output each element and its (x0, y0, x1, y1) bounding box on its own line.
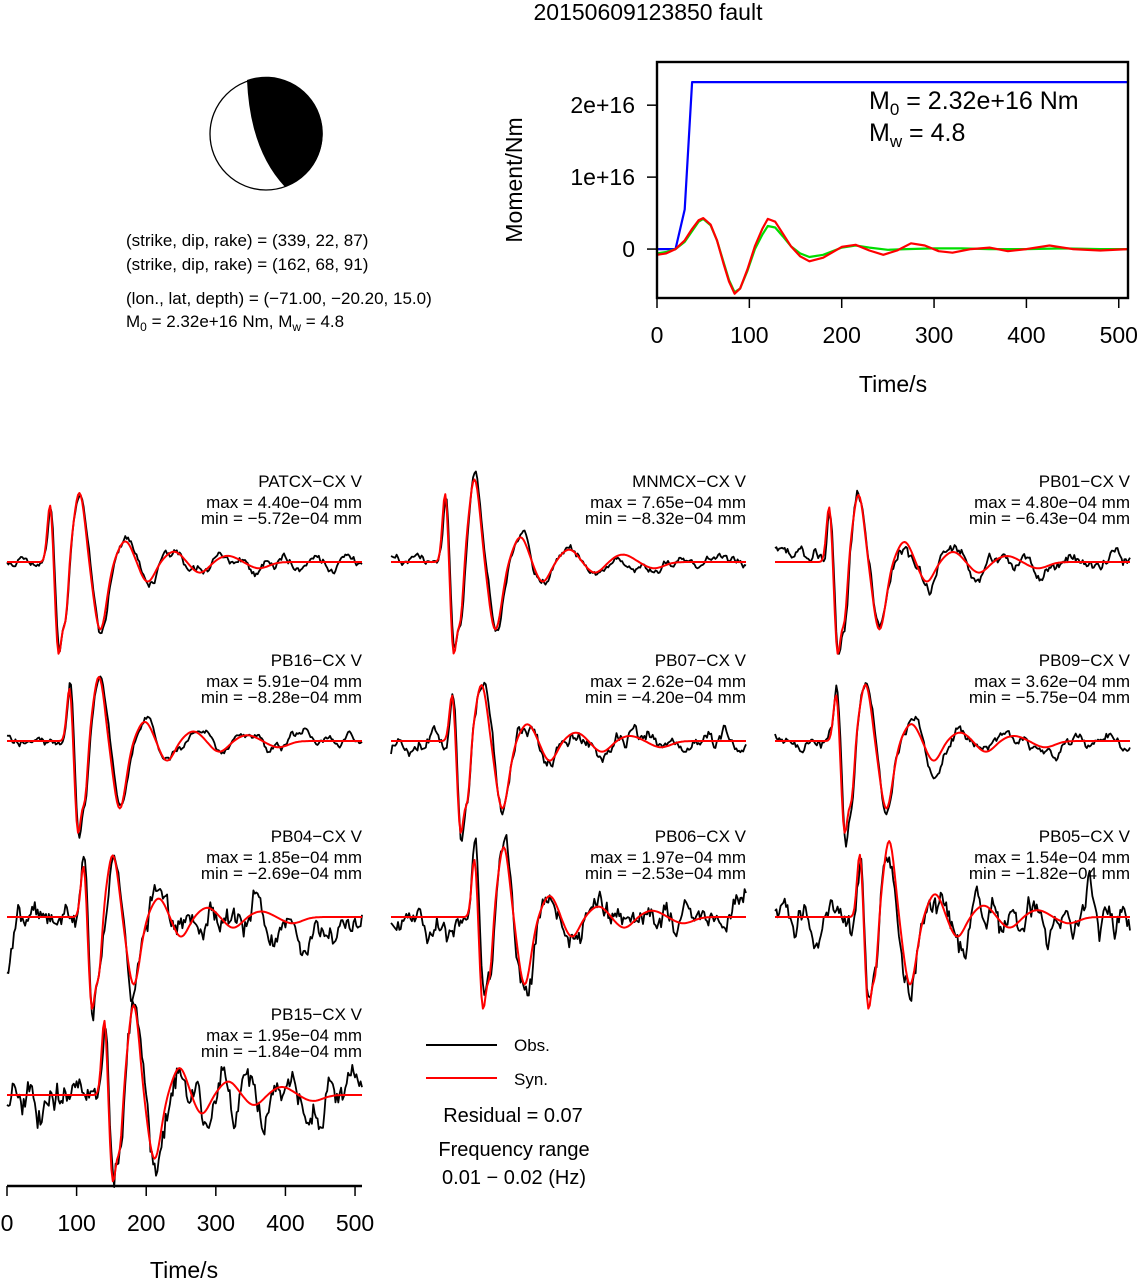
frequency-range-label: Frequency range (438, 1139, 589, 1161)
nodal-plane-2: (strike, dip, rake) = (162, 68, 91) (126, 255, 368, 274)
station-name: PB09−CX V (1039, 651, 1131, 670)
waveform-x-tick-label: 100 (57, 1210, 95, 1236)
synthetic-trace (7, 492, 362, 655)
station-max: max = 1.54e−04 mm (974, 848, 1130, 867)
waveform-x-tick-label: 300 (197, 1210, 235, 1236)
station-name: PATCX−CX V (258, 472, 362, 491)
station-min: min = −8.32e−04 mm (585, 509, 746, 528)
moment-x-tick-label: 400 (1007, 322, 1045, 348)
station-max: max = 1.85e−04 mm (206, 848, 362, 867)
station-name: PB05−CX V (1039, 827, 1131, 846)
synthetic-trace (391, 478, 746, 655)
moment-x-tick-label: 300 (915, 322, 953, 348)
observed-trace (774, 856, 1131, 1002)
station-min: min = −6.43e−04 mm (969, 509, 1130, 528)
moment-x-tick-label: 0 (651, 322, 664, 348)
observed-trace (6, 854, 363, 1022)
station-max: max = 2.62e−04 mm (590, 672, 746, 691)
station-max: max = 4.80e−04 mm (974, 493, 1130, 512)
station-name: PB01−CX V (1039, 472, 1131, 491)
legend-observed-label: Obs. (514, 1036, 550, 1055)
waveform-legend: Obs. Syn. (426, 1036, 550, 1089)
residual-text: Residual = 0.07 (443, 1105, 583, 1127)
synthetic-trace (775, 683, 1130, 834)
waveform-x-tick-label: 500 (336, 1210, 374, 1236)
legend-synthetic-label: Syn. (514, 1070, 548, 1089)
station-max: max = 5.91e−04 mm (206, 672, 362, 691)
station-name: PB06−CX V (655, 827, 747, 846)
synthetic-trace (7, 1004, 362, 1183)
station-max: max = 1.95e−04 mm (206, 1026, 362, 1045)
waveform-x-tick-label: 400 (266, 1210, 304, 1236)
hypocenter-location: (lon., lat, depth) = (−71.00, −20.20, 15… (126, 289, 432, 308)
station-min: min = −5.72e−04 mm (201, 509, 362, 528)
waveform-x-tick-label: 200 (127, 1210, 165, 1236)
station-min: min = −2.69e−04 mm (201, 864, 362, 883)
moment-y-axis: 2e+16 1e+16 0 (570, 92, 657, 262)
station-name: PB04−CX V (271, 827, 363, 846)
moment-y-tick-label: 0 (622, 236, 635, 262)
synthetic-trace (7, 854, 362, 1010)
moment-series-1 (656, 217, 1128, 294)
station-min: min = −2.53e−04 mm (585, 864, 746, 883)
moment-magnitude-line: M0 = 2.32e+16 Nm, Mw = 4.8 (126, 312, 344, 334)
moment-x-axis: 0 100 200 300 400 500 (651, 298, 1138, 348)
synthetic-trace (775, 494, 1130, 655)
moment-plot: 0 100 200 300 400 500 2e+16 1e+16 0 Time/s Mome… (501, 60, 1138, 397)
mechanism-info: (strike, dip, rake) = (339, 22, 87) (str… (126, 231, 432, 334)
station-name: PB07−CX V (655, 651, 747, 670)
station-max: max = 7.65e−04 mm (590, 493, 746, 512)
moment-series-group (656, 80, 1129, 295)
station-name: PB15−CX V (271, 1005, 363, 1024)
station-max: max = 3.62e−04 mm (974, 672, 1130, 691)
station-max: max = 1.97e−04 mm (590, 848, 746, 867)
station-name: PB16−CX V (271, 651, 363, 670)
observed-trace (774, 682, 1131, 848)
moment-plot-frame (655, 60, 1130, 300)
station-min: min = −4.20e−04 mm (585, 688, 746, 707)
synthetic-trace (775, 840, 1130, 1010)
moment-annotation-mw: Mw = 4.8 (869, 119, 965, 151)
waveform-x-axis: 0 100 200 300 400 500 (1, 1184, 374, 1236)
moment-y-axis-label: Moment/Nm (501, 117, 527, 242)
nodal-plane-1: (strike, dip, rake) = (339, 22, 87) (126, 231, 368, 250)
station-min: min = −1.84e−04 mm (201, 1042, 362, 1061)
moment-x-tick-label: 100 (730, 322, 768, 348)
observed-trace (6, 999, 363, 1188)
observed-trace (390, 834, 747, 997)
figure-title: 20150609123850 fault (534, 0, 764, 25)
station-max: max = 4.40e−04 mm (206, 493, 362, 512)
waveform-x-axis-label: Time/s (150, 1257, 218, 1281)
moment-x-tick-label: 500 (1100, 322, 1138, 348)
frequency-range-value: 0.01 − 0.02 (Hz) (442, 1167, 586, 1189)
station-min: min = −1.82e−04 mm (969, 864, 1130, 883)
moment-x-axis-label: Time/s (859, 371, 927, 397)
moment-series-2 (656, 217, 1129, 295)
synthetic-trace (391, 846, 746, 1010)
moment-x-tick-label: 200 (823, 322, 861, 348)
synthetic-trace (391, 684, 746, 834)
focal-mechanism-beachball (209, 76, 323, 191)
beachball-compressional-quadrant (247, 76, 323, 187)
station-min: min = −5.75e−04 mm (969, 688, 1130, 707)
station-name: MNMCX−CX V (632, 472, 746, 491)
moment-y-tick-label: 1e+16 (570, 164, 635, 190)
synthetic-trace (7, 676, 362, 834)
moment-y-tick-label: 2e+16 (570, 92, 635, 118)
waveform-x-tick-label: 0 (1, 1210, 14, 1236)
moment-annotation-m0: M0 = 2.32e+16 Nm (869, 87, 1079, 119)
station-min: min = −8.28e−04 mm (201, 688, 362, 707)
